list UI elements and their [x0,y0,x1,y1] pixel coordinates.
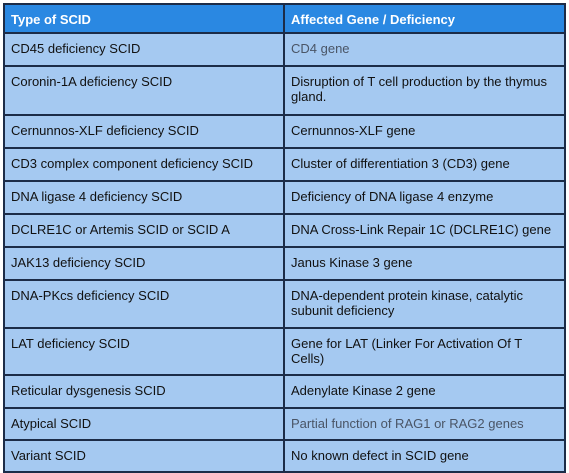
table-cell: Janus Kinase 3 gene [283,246,566,281]
table-cell: CD45 deficiency SCID [3,32,285,67]
header-row: Type of SCID Affected Gene / Deficiency [3,3,566,34]
table-cell: Atypical SCID [3,407,285,441]
page: Type of SCID Affected Gene / Deficiency C… [3,3,566,473]
table-cell: Variant SCID [3,439,285,473]
table-cell: JAK13 deficiency SCID [3,246,285,281]
table-cell: Gene for LAT (Linker For Activation Of T… [283,327,566,376]
table-cell: DCLRE1C or Artemis SCID or SCID A [3,213,285,248]
table-cell: Cluster of differentiation 3 (CD3) gene [283,147,566,182]
table-cell: LAT deficiency SCID [3,327,285,376]
table-row: DNA ligase 4 deficiency SCID Deficiency o… [3,180,566,215]
table-row: CD3 complex component deficiency SCID Clu… [3,147,566,182]
table-cell: Adenylate Kinase 2 gene [283,374,566,409]
table-row: Coronin-1A deficiency SCID Disruption of … [3,65,566,116]
table-cell: Deficiency of DNA ligase 4 enzyme [283,180,566,215]
table-row: Cernunnos-XLF deficiency SCID Cernunnos-X… [3,114,566,149]
table-cell: DNA Cross-Link Repair 1C (DCLRE1C) gene [283,213,566,248]
table-row: DCLRE1C or Artemis SCID or SCID A DNA Cro… [3,213,566,248]
table-cell: CD3 complex component deficiency SCID [3,147,285,182]
table-cell: DNA-dependent protein kinase, catalytic … [283,279,566,329]
table-cell: Reticular dysgenesis SCID [3,374,285,409]
table-row: Reticular dysgenesis SCID Adenylate Kinas… [3,374,566,409]
table-cell: No known defect in SCID gene [283,439,566,473]
table-cell: CD4 gene [283,32,566,67]
column-header: Type of SCID [3,3,285,34]
table-cell: DNA ligase 4 deficiency SCID [3,180,285,215]
scid-table: Type of SCID Affected Gene / Deficiency C… [3,3,566,473]
table-row: Atypical SCID Partial function of RAG1 or… [3,407,566,441]
table-cell: Coronin-1A deficiency SCID [3,65,285,116]
table-cell: Cernunnos-XLF deficiency SCID [3,114,285,149]
table-row: DNA-PKcs deficiency SCID DNA-dependent pr… [3,279,566,329]
column-header: Affected Gene / Deficiency [283,3,566,34]
table-cell: Partial function of RAG1 or RAG2 genes [283,407,566,441]
table-cell: Disruption of T cell production by the t… [283,65,566,116]
table-row: LAT deficiency SCID Gene for LAT (Linker … [3,327,566,376]
table-cell: Cernunnos-XLF gene [283,114,566,149]
table-cell: DNA-PKcs deficiency SCID [3,279,285,329]
table-row: CD45 deficiency SCID CD4 gene [3,32,566,67]
table-row: JAK13 deficiency SCID Janus Kinase 3 gene [3,246,566,281]
table-row: Variant SCID No known defect in SCID gene [3,439,566,473]
